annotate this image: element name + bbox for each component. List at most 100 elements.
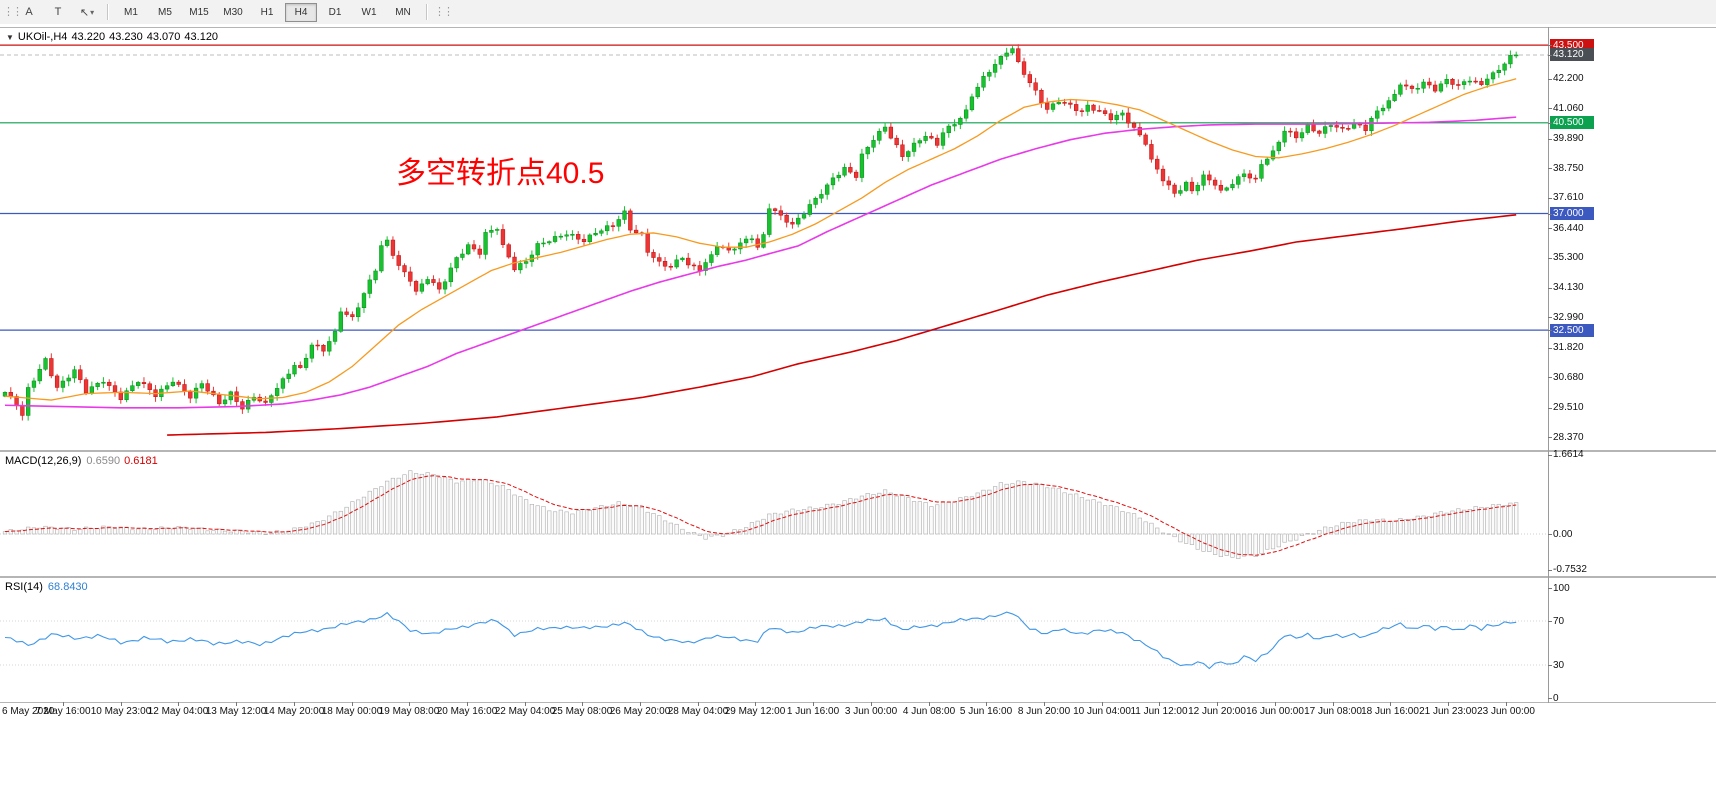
ohlc-high: 43.230	[109, 31, 143, 43]
macd-title: MACD(12,26,9) 0.6590 0.6181	[5, 455, 158, 467]
chart-title: ▼ UKOil-,H4 43.220 43.230 43.070 43.120	[6, 31, 222, 43]
axis-tick	[1548, 214, 1552, 215]
rsi-label: RSI(14)	[5, 581, 43, 593]
axis-tick	[1548, 108, 1552, 109]
axis-scale-label: 38.750	[1553, 163, 1584, 174]
axis-scale-label: 0.00	[1553, 529, 1573, 540]
timeframe-button-h1[interactable]: H1	[260, 6, 274, 18]
time-axis-tick	[1390, 702, 1391, 706]
timeframe-button-d1[interactable]: D1	[328, 6, 342, 18]
axis-scale-label: 30	[1553, 660, 1565, 671]
macd-splitter[interactable]	[0, 450, 1716, 452]
time-axis-tick	[352, 702, 353, 706]
rsi-value: 68.8430	[47, 581, 88, 593]
timeframe-button-w1[interactable]: W1	[361, 6, 377, 18]
time-axis-label: 19 May 08:00	[378, 706, 440, 717]
rsi-splitter[interactable]	[0, 576, 1716, 578]
axis-scale-label: 0	[1553, 693, 1559, 704]
time-axis-label: 4 Jun 08:00	[902, 706, 956, 717]
time-axis-label: 5 Jun 16:00	[959, 706, 1013, 717]
axis-tick	[1548, 168, 1552, 169]
timeframe-button-m1[interactable]: M1	[124, 6, 138, 18]
axis-tick	[1548, 45, 1552, 46]
axis-tick	[1548, 377, 1552, 378]
time-axis-tick	[467, 702, 468, 706]
time-axis-label: 29 May 12:00	[724, 706, 786, 717]
axis-scale-label: 31.820	[1553, 342, 1584, 353]
ohlc-open: 43.220	[71, 31, 106, 43]
text-label-icon[interactable]: T	[54, 6, 62, 18]
time-axis-tick	[1159, 702, 1160, 706]
cursor-dropdown-button[interactable]: ↖ ▾	[74, 2, 100, 22]
time-axis-tick	[582, 702, 583, 706]
time-axis-label: 26 May 20:00	[609, 706, 671, 717]
toolbar-grip[interactable]: ⋮⋮	[3, 6, 23, 18]
axis-tick	[1548, 288, 1552, 289]
ma-fast-line	[4, 78, 1517, 401]
timeframe-button-m5[interactable]: M5	[158, 6, 172, 18]
time-axis-tick	[236, 702, 237, 706]
macd-signal-value: 0.6181	[124, 455, 158, 467]
axis-scale-label: 28.370	[1553, 432, 1584, 443]
time-axis-label: 16 Jun 00:00	[1246, 706, 1304, 717]
axis-scale-label: 70	[1553, 616, 1565, 627]
ohlc-close: 43.120	[184, 31, 219, 43]
rsi-title: RSI(14) 68.8430	[5, 581, 88, 593]
axis-tick	[1548, 437, 1552, 438]
timeframe-button-h4[interactable]: H4	[285, 2, 317, 22]
time-axis-label: 17 Jun 08:00	[1304, 706, 1362, 717]
axis-tick	[1548, 258, 1552, 259]
timeframe-button-mn[interactable]: MN	[395, 6, 411, 18]
axis-scale-label: 41.060	[1553, 103, 1584, 114]
ma-slow-line	[167, 214, 1517, 436]
axis-tick	[1548, 698, 1552, 699]
toolbar-grip[interactable]: ⋮⋮	[434, 6, 454, 18]
toolbar: ⋮⋮ A T ↖ ▾ M1 M5 M15 M30 H1 H4 D1 W1 MN ⋮⋮	[0, 0, 1716, 24]
annotation-text[interactable]: 多空转折点40.5	[396, 157, 605, 190]
time-axis-tick	[1448, 702, 1449, 706]
timeframe-button-m15[interactable]: M15	[189, 6, 209, 18]
symbol-period-label: UKOil-,H4	[17, 31, 68, 43]
time-axis-tick	[409, 702, 410, 706]
axis-scale-label: 100	[1553, 583, 1570, 594]
axis-tick	[1548, 588, 1552, 589]
time-axis-tick	[525, 702, 526, 706]
time-axis-tick	[813, 702, 814, 706]
axis-scale-label: -0.7532	[1553, 564, 1587, 575]
time-axis-tick	[294, 702, 295, 706]
time-axis-label: 18 May 00:00	[321, 706, 383, 717]
time-axis-tick	[698, 702, 699, 706]
price-level-label: 32.500	[1550, 324, 1594, 337]
axis-tick	[1548, 534, 1552, 535]
time-axis-tick	[178, 702, 179, 706]
candlestick-chart[interactable]	[0, 28, 1548, 450]
ma-mid-line	[4, 116, 1517, 409]
time-axis-label: 18 Jun 16:00	[1361, 706, 1419, 717]
axis-tick	[1548, 79, 1552, 80]
time-axis-label: 12 May 04:00	[147, 706, 209, 717]
price-level-label: 37.000	[1550, 207, 1594, 220]
axis-tick	[1548, 665, 1552, 666]
chart-dropdown-icon[interactable]: ▼	[6, 33, 14, 42]
macd-chart[interactable]	[0, 452, 1548, 576]
time-axis-tick	[1333, 702, 1334, 706]
cursor-icon: ↖	[79, 6, 90, 19]
time-axis-tick	[1044, 702, 1045, 706]
axis-scale-label: 34.130	[1553, 282, 1584, 293]
price-axis-border	[1548, 27, 1549, 703]
chart-top-border	[0, 27, 1716, 28]
timeframe-button-m30[interactable]: M30	[223, 6, 243, 18]
time-axis-label: 3 Jun 00:00	[844, 706, 898, 717]
axis-scale-label: 1.6614	[1553, 449, 1584, 460]
horizontal-levels	[0, 44, 1548, 331]
time-axis-tick	[121, 702, 122, 706]
axis-scale-label: 29.510	[1553, 402, 1584, 413]
toolbar-separator	[107, 4, 108, 20]
rsi-chart[interactable]	[0, 578, 1548, 702]
time-axis-tick	[1102, 702, 1103, 706]
time-axis-label: 23 Jun 00:00	[1477, 706, 1535, 717]
annotate-text-icon[interactable]: A	[25, 6, 33, 18]
time-axis-label: 8 Jun 20:00	[1017, 706, 1071, 717]
axis-tick	[1548, 570, 1552, 571]
